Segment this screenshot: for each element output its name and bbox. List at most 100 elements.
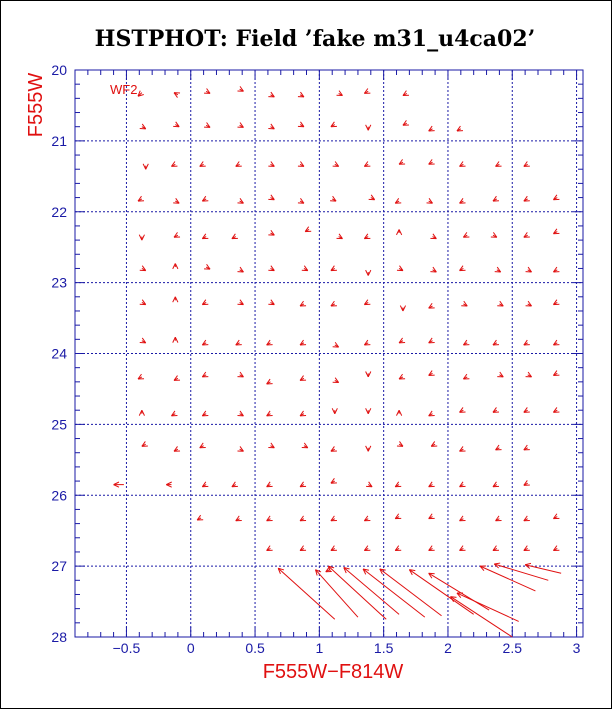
vector-head <box>523 444 528 451</box>
vector-head <box>523 195 528 202</box>
y-tick-label: 24 <box>51 346 67 362</box>
y-tick-label: 20 <box>51 62 67 78</box>
residual-vector <box>173 446 181 452</box>
residual-vector <box>139 123 147 130</box>
residual-vector <box>459 265 466 272</box>
residual-vector <box>201 339 209 346</box>
vector-head <box>206 263 211 270</box>
vector-head <box>239 410 244 417</box>
vector-head <box>330 121 335 127</box>
residual-vector <box>173 121 180 128</box>
vector-head <box>239 446 244 452</box>
vector-head <box>199 161 204 167</box>
vector-head <box>402 90 407 96</box>
residual-vector <box>237 410 244 417</box>
vector-head <box>399 441 404 447</box>
vector-head <box>367 445 372 452</box>
vector-head <box>402 305 407 312</box>
residual-vector <box>196 514 204 521</box>
vector-head <box>523 339 528 346</box>
vector-head <box>270 161 275 167</box>
vector-head <box>368 481 373 488</box>
vector-head <box>266 481 271 488</box>
vector-head <box>365 371 369 378</box>
vector-shaft <box>328 565 387 620</box>
vector-head <box>398 229 403 236</box>
residual-vector <box>343 567 400 615</box>
vector-head <box>334 161 340 167</box>
residual-vector <box>553 339 560 346</box>
vector-head <box>270 194 275 200</box>
vector-head <box>239 86 244 92</box>
vector-head <box>525 562 532 566</box>
residual-vector <box>299 515 307 522</box>
residual-vector <box>459 481 466 488</box>
residual-vector <box>172 296 179 303</box>
vector-head <box>428 159 433 165</box>
residual-vector <box>201 371 209 378</box>
x-tick-label: 2.5 <box>503 640 523 656</box>
residual-vector <box>394 513 402 520</box>
vector-head <box>379 568 383 575</box>
residual-vector <box>459 545 466 552</box>
vector-head <box>499 300 504 307</box>
vector-head <box>270 123 275 130</box>
residual-vector <box>523 444 530 451</box>
vector-shaft <box>479 565 536 592</box>
vector-head <box>450 596 457 598</box>
vector-shaft <box>456 592 519 622</box>
residual-vector <box>268 265 275 272</box>
residual-vector <box>430 441 438 447</box>
residual-vector <box>362 568 426 618</box>
residual-vector <box>141 441 148 447</box>
residual-vector <box>268 299 275 306</box>
residual-vector <box>237 86 244 92</box>
vector-head <box>300 161 305 167</box>
vector-head <box>334 341 340 348</box>
residual-vector <box>379 568 442 617</box>
y-tick-label: 21 <box>51 133 67 149</box>
residual-vector <box>428 337 435 344</box>
y-tick-label: 22 <box>51 204 67 220</box>
residual-vector <box>428 370 435 376</box>
vector-head <box>428 198 433 204</box>
vector-head <box>363 161 369 167</box>
residual-vector <box>268 161 275 167</box>
vector-head <box>456 592 462 599</box>
vector-head <box>199 442 204 449</box>
residual-vector <box>459 515 466 522</box>
residual-vector <box>137 373 145 380</box>
residual-vector <box>304 226 312 233</box>
residual-vector <box>492 195 499 202</box>
residual-vector <box>365 445 372 452</box>
vector-head <box>278 567 285 571</box>
vector-head <box>394 198 400 204</box>
residual-vector <box>495 515 502 522</box>
vector-head <box>172 336 176 343</box>
residual-vector <box>523 232 530 238</box>
residual-vector <box>363 233 371 240</box>
vector-head <box>299 410 304 417</box>
vector-head <box>174 336 179 343</box>
residual-vector <box>266 545 273 552</box>
vector-head <box>141 234 145 241</box>
residual-vector <box>430 233 437 240</box>
vector-head <box>367 124 372 131</box>
residual-vector <box>428 159 435 165</box>
vector-head <box>239 198 244 204</box>
residual-vector <box>399 305 407 312</box>
x-tick-label: 3 <box>573 640 581 656</box>
residual-vector <box>363 545 371 552</box>
vector-head <box>365 408 369 414</box>
residual-vector <box>268 91 275 98</box>
vector-head <box>299 300 304 307</box>
residual-vector <box>336 233 343 240</box>
residual-vector <box>524 562 562 574</box>
vector-head <box>479 565 485 572</box>
vector-head <box>459 161 464 167</box>
residual-vector <box>394 481 402 488</box>
y-tick-label: 27 <box>51 558 67 574</box>
vector-head <box>145 163 149 170</box>
vector-head <box>394 481 400 488</box>
